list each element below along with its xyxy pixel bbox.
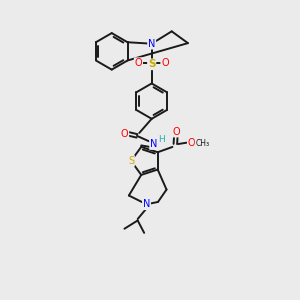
Text: H: H: [158, 136, 165, 145]
Text: N: N: [143, 199, 150, 209]
Text: O: O: [172, 127, 180, 136]
Text: O: O: [188, 137, 195, 148]
Text: O: O: [161, 58, 169, 68]
Text: S: S: [128, 156, 134, 166]
Text: CH₃: CH₃: [195, 140, 209, 148]
Text: O: O: [135, 58, 142, 68]
Text: S: S: [148, 59, 155, 69]
Text: O: O: [121, 128, 128, 139]
Text: N: N: [150, 139, 158, 149]
Text: N: N: [148, 39, 155, 49]
